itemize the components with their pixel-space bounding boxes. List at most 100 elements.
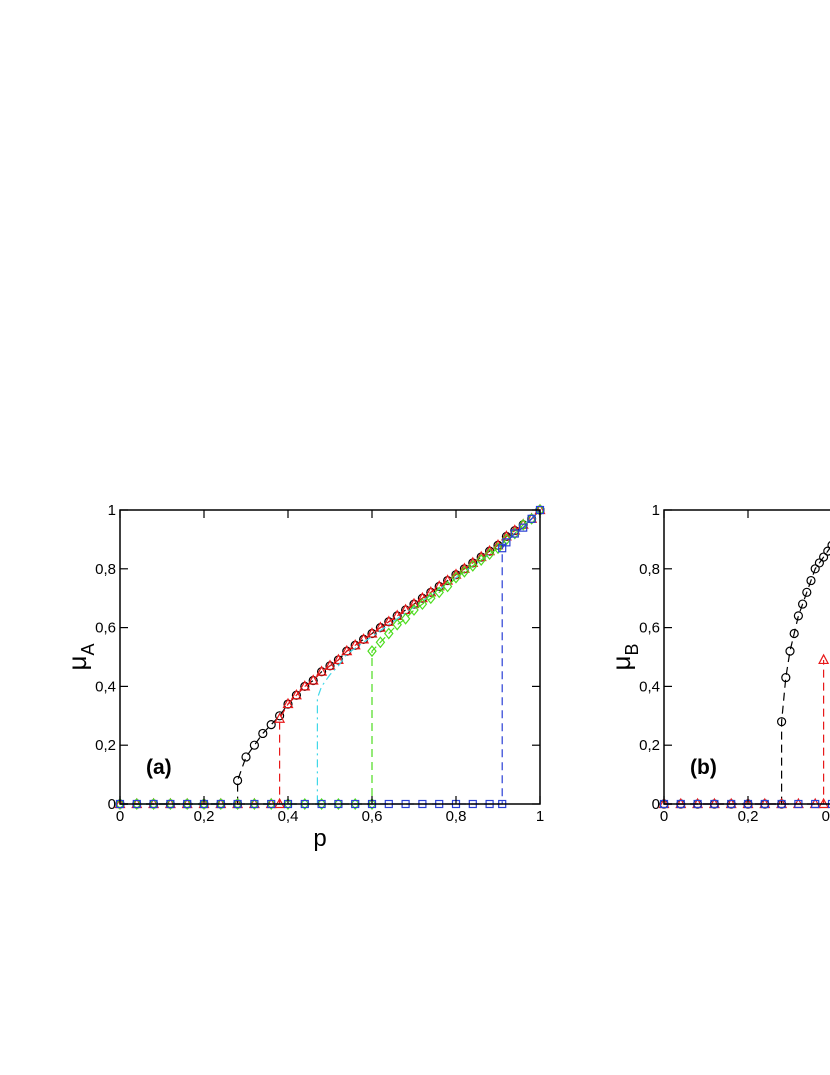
y-tick-label: 0 [108,796,116,813]
marker [367,798,377,810]
marker [367,645,377,658]
x-tick-label: 0,4 [822,808,830,825]
marker [526,512,537,525]
marker [442,580,453,593]
marker [366,627,378,638]
marker [115,798,125,810]
marker [434,586,444,599]
marker [476,554,486,566]
marker [793,611,804,621]
marker [502,538,511,547]
marker [802,587,812,597]
marker [451,571,461,584]
series-line [120,509,541,805]
y-tick-label: 0,6 [639,620,660,637]
marker [358,633,370,644]
marker [350,798,360,810]
marker [132,798,142,810]
x-tick-label: 0,8 [446,808,467,825]
y-tick-label: 0,8 [95,561,116,578]
marker [300,798,310,810]
y-tick-label: 0,2 [95,737,116,754]
series-line [664,547,830,805]
y-axis-label: μB [606,644,642,671]
marker [818,552,829,562]
marker [165,798,176,810]
marker [307,674,319,685]
marker [789,628,799,639]
marker [233,775,243,786]
marker [400,612,411,625]
marker [459,565,470,578]
marker [316,665,328,676]
marker [241,752,251,762]
x-tick-label: 1 [536,808,544,825]
marker [249,740,259,750]
y-label-symbol: μ [62,656,92,671]
marker [493,542,503,555]
marker [827,541,830,550]
x-tick-label: 0 [116,808,124,825]
marker [806,575,816,586]
marker [501,533,512,546]
y-tick-label: 0 [652,796,660,813]
marker [299,680,311,691]
marker [275,711,285,721]
marker [785,646,795,656]
series-line [120,509,541,805]
y-axis-label: μA [62,644,98,671]
marker [823,546,830,556]
plot-frame [663,509,830,805]
marker [416,591,428,603]
marker [232,798,243,810]
y-tick-label: 0,8 [639,561,660,578]
marker [518,518,528,531]
marker [814,558,825,568]
marker [781,672,791,683]
marker [409,603,419,616]
x-tick-label: 0 [660,808,668,825]
series-line [664,659,825,805]
marker [333,798,344,810]
series-line [120,509,541,805]
marker [199,798,209,810]
marker [148,798,159,810]
marker [425,586,437,597]
panel-label: (a) [146,756,172,779]
marker [527,514,536,523]
marker [282,697,294,709]
marker [332,653,344,665]
marker [417,598,428,611]
y-label-subscript: A [78,644,98,656]
marker [290,688,302,700]
marker [182,798,192,810]
marker [283,798,293,810]
y-label-subscript: B [622,644,642,656]
marker [249,798,260,810]
marker [498,544,507,553]
x-tick-label: 0,4 [278,808,299,825]
panel-label: (b) [690,756,717,779]
marker [392,618,402,631]
y-tick-label: 0,4 [639,678,660,695]
marker [274,712,286,723]
marker [818,653,830,665]
marker [484,548,495,561]
marker [266,720,276,730]
y-tick-label: 1 [108,502,116,519]
marker [468,559,478,572]
panel: 0 0,2 0,4 0,6 0,8 1 0 0,2 0,4 0,6 0,8 1 (a) p μA [62,502,546,852]
marker [510,529,519,538]
marker [375,636,386,649]
marker [510,527,520,540]
x-tick-label: 0,6 [362,808,383,825]
y-tick-label: 1 [652,502,660,519]
marker [258,728,268,739]
y-tick-label: 0,2 [639,737,660,754]
marker [266,798,276,810]
marker [383,615,395,626]
marker [384,627,394,640]
marker [400,603,412,615]
x-tick-label: 0,2 [194,808,215,825]
